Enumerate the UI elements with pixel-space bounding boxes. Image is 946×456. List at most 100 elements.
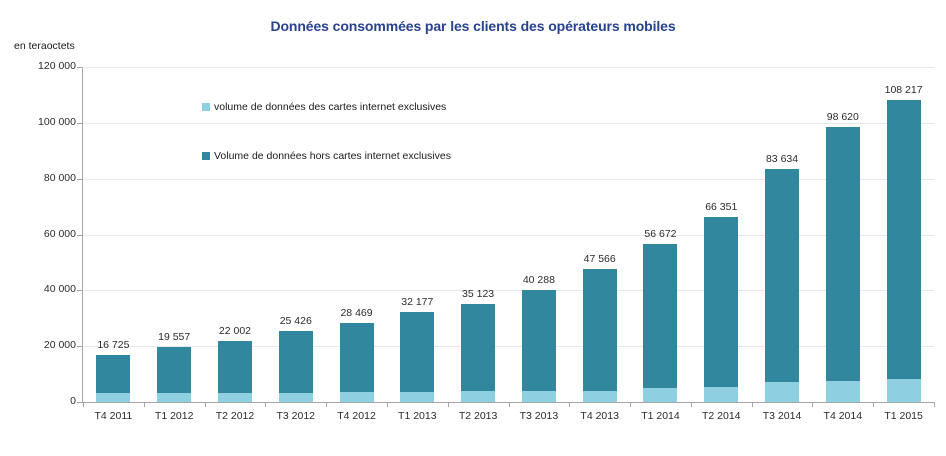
x-axis-tick-mark	[630, 402, 632, 407]
bar-segment-cartes-internet[interactable]	[704, 386, 739, 402]
x-axis-tick-mark	[204, 402, 206, 407]
bar-group[interactable]: 16 725	[96, 67, 131, 402]
x-axis-tick-label: T3 2012	[276, 410, 316, 422]
bar-segment-cartes-internet[interactable]	[765, 381, 800, 402]
grid-line	[83, 290, 934, 292]
bar-value-label: 35 123	[462, 287, 495, 300]
y-axis-tick-label: 20 000	[43, 339, 76, 352]
bar-stack[interactable]: 25 426	[278, 315, 313, 402]
bar-group[interactable]: 19 557	[157, 67, 192, 402]
bar-group[interactable]: 47 566	[582, 67, 617, 402]
bar-stack[interactable]: 22 002	[217, 325, 252, 402]
y-axis-tick-mark	[77, 346, 82, 348]
y-axis-tick-label: 0	[70, 395, 76, 407]
bar-segment-hors-cartes-internet[interactable]	[704, 216, 739, 387]
bar-group[interactable]: 35 123	[461, 67, 496, 402]
bars-layer: 16 725 19 557 22 002 25 426 28 469 32 177 35 1…	[83, 0, 935, 456]
legend-item[interactable]: volume de données des cartes internet ex…	[202, 100, 451, 114]
y-axis-tick-label: 60 000	[43, 227, 76, 240]
bar-stack[interactable]: 66 351	[704, 201, 739, 402]
y-axis-tick-mark	[77, 178, 82, 180]
bar-group[interactable]: 28 469	[339, 67, 374, 402]
bar-stack[interactable]: 19 557	[157, 331, 192, 402]
bar-segment-hors-cartes-internet[interactable]	[461, 303, 496, 392]
bar-value-label: 32 177	[401, 296, 434, 309]
bar-segment-hors-cartes-internet[interactable]	[643, 243, 678, 388]
bar-segment-cartes-internet[interactable]	[825, 380, 860, 402]
bar-group[interactable]: 108 217	[885, 67, 923, 402]
x-axis-tick-label: T4 2014	[823, 410, 863, 422]
bar-group[interactable]: 66 351	[704, 67, 739, 402]
bar-segment-hors-cartes-internet[interactable]	[521, 289, 556, 391]
bar-segment-cartes-internet[interactable]	[643, 387, 678, 402]
bar-stack[interactable]: 47 566	[582, 253, 617, 402]
bar-value-label: 16 725	[97, 339, 130, 352]
legend-item[interactable]: Volume de données hors cartes internet e…	[202, 149, 451, 163]
bar-stack[interactable]: 32 177	[400, 296, 435, 402]
bar-segment-hors-cartes-internet[interactable]	[765, 168, 800, 382]
bar-segment-cartes-internet[interactable]	[96, 393, 131, 402]
bar-value-label: 40 288	[522, 273, 555, 286]
bar-segment-hors-cartes-internet[interactable]	[886, 99, 921, 380]
bar-value-label: 25 426	[279, 315, 312, 328]
bar-stack[interactable]: 108 217	[885, 84, 923, 402]
bar-group[interactable]: 25 426	[278, 67, 313, 402]
bar-segment-hors-cartes-internet[interactable]	[217, 340, 252, 393]
bar-value-label: 28 469	[340, 306, 373, 319]
x-axis-tick-label: T2 2014	[701, 410, 741, 422]
bar-stack[interactable]: 28 469	[339, 307, 374, 402]
x-axis-tick-mark	[265, 402, 267, 407]
bar-segment-cartes-internet[interactable]	[582, 390, 617, 402]
bar-segment-cartes-internet[interactable]	[400, 391, 435, 402]
bar-group[interactable]: 83 634	[765, 67, 800, 402]
bar-segment-cartes-internet[interactable]	[157, 392, 192, 402]
x-axis-tick-mark	[447, 402, 449, 407]
bar-segment-cartes-internet[interactable]	[278, 392, 313, 402]
x-axis-tick-label: T1 2015	[884, 410, 923, 422]
x-axis-tick-mark	[934, 402, 935, 407]
x-axis-tick-mark	[83, 402, 84, 407]
y-axis-tick-label: 80 000	[43, 171, 76, 184]
grid-line	[83, 67, 934, 68]
bar-segment-hors-cartes-internet[interactable]	[825, 126, 860, 381]
x-axis-tick-label: T4 2012	[337, 410, 376, 422]
legend-item-label: volume de données des cartes internet ex…	[214, 100, 447, 113]
bar-stack[interactable]: 98 620	[825, 111, 860, 402]
bar-segment-hors-cartes-internet[interactable]	[339, 322, 374, 393]
y-axis-tick-label: 40 000	[43, 283, 76, 296]
x-axis-tick-mark	[143, 402, 145, 407]
bar-segment-hors-cartes-internet[interactable]	[400, 312, 435, 392]
bar-group[interactable]: 56 672	[643, 67, 678, 402]
bar-group[interactable]: 40 288	[521, 67, 556, 402]
bar-segment-cartes-internet[interactable]	[217, 392, 252, 402]
bar-group[interactable]: 32 177	[400, 67, 435, 402]
x-axis-tick-label: T3 2014	[762, 410, 802, 422]
bar-value-label: 98 620	[826, 110, 859, 123]
bar-segment-cartes-internet[interactable]	[886, 379, 921, 402]
bar-segment-cartes-internet[interactable]	[521, 390, 556, 402]
bar-group[interactable]: 98 620	[825, 67, 860, 402]
bar-stack[interactable]: 40 288	[521, 274, 556, 402]
bar-value-label: 47 566	[583, 253, 616, 266]
bar-value-label: 56 672	[644, 227, 677, 240]
bar-segment-hors-cartes-internet[interactable]	[278, 331, 313, 393]
y-axis-tick-label: 120 000	[38, 60, 76, 72]
bar-value-label: 19 557	[158, 331, 191, 344]
y-axis-line	[82, 67, 83, 403]
bar-stack[interactable]: 56 672	[643, 228, 678, 402]
bar-stack[interactable]: 16 725	[96, 339, 131, 402]
bar-value-label: 108 217	[884, 83, 923, 96]
x-axis-tick-mark	[751, 402, 753, 407]
bar-stack[interactable]: 83 634	[765, 153, 800, 402]
bar-group[interactable]: 22 002	[217, 67, 252, 402]
x-axis-tick-label: T1 2014	[641, 410, 680, 422]
legend-swatch-icon	[202, 103, 210, 111]
bar-segment-hors-cartes-internet[interactable]	[582, 269, 617, 391]
chart-legend: volume de données des cartes internet ex…	[202, 100, 451, 163]
bar-stack[interactable]: 35 123	[461, 288, 496, 402]
bar-segment-cartes-internet[interactable]	[461, 391, 496, 402]
bar-segment-cartes-internet[interactable]	[339, 392, 374, 402]
bar-segment-hors-cartes-internet[interactable]	[157, 347, 192, 393]
y-axis: 0 20 000 40 000 60 000 80 000 100 000 120 000	[0, 0, 82, 456]
bar-segment-hors-cartes-internet[interactable]	[96, 355, 131, 394]
